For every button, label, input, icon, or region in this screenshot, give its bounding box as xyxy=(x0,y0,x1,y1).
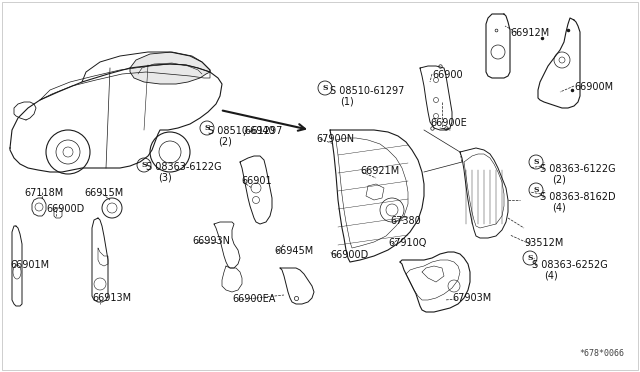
Text: (2): (2) xyxy=(552,174,566,184)
Text: 66901M: 66901M xyxy=(10,260,49,270)
Text: 66940: 66940 xyxy=(244,126,275,136)
Text: 67910Q: 67910Q xyxy=(388,238,426,248)
Text: S: S xyxy=(204,124,210,132)
Text: 66945M: 66945M xyxy=(274,246,313,256)
Text: S: S xyxy=(533,158,539,166)
Text: (1): (1) xyxy=(340,96,354,106)
Text: 66913M: 66913M xyxy=(92,293,131,303)
Text: S 08363-6252G: S 08363-6252G xyxy=(532,260,608,270)
Text: 66900D: 66900D xyxy=(46,204,84,214)
Text: 66900M: 66900M xyxy=(574,82,613,92)
Text: (3): (3) xyxy=(158,172,172,182)
Text: 66921M: 66921M xyxy=(360,166,399,176)
Text: (4): (4) xyxy=(552,202,566,212)
Text: 66900E: 66900E xyxy=(430,118,467,128)
Text: S 08510-61297: S 08510-61297 xyxy=(330,86,404,96)
Polygon shape xyxy=(130,52,210,84)
Text: 66993N: 66993N xyxy=(192,236,230,246)
Text: S: S xyxy=(141,161,147,169)
Text: S 08363-8162D: S 08363-8162D xyxy=(540,192,616,202)
Text: S: S xyxy=(527,254,532,262)
Text: 66900D: 66900D xyxy=(330,250,368,260)
Text: S 08363-6122G: S 08363-6122G xyxy=(540,164,616,174)
Text: 66901: 66901 xyxy=(241,176,271,186)
Text: 93512M: 93512M xyxy=(524,238,563,248)
Text: 66912M: 66912M xyxy=(510,28,549,38)
Text: 67118M: 67118M xyxy=(24,188,63,198)
Text: S 08510-61297: S 08510-61297 xyxy=(208,126,282,136)
Text: 67380: 67380 xyxy=(390,216,420,226)
Text: (4): (4) xyxy=(544,270,557,280)
Text: 67903M: 67903M xyxy=(452,293,492,303)
Text: 66900EA: 66900EA xyxy=(232,294,275,304)
Text: 67900N: 67900N xyxy=(316,134,354,144)
Text: 66915M: 66915M xyxy=(84,188,124,198)
Text: 66900: 66900 xyxy=(432,70,463,80)
Text: (2): (2) xyxy=(218,136,232,146)
Text: S: S xyxy=(323,84,328,92)
Text: S 08363-6122G: S 08363-6122G xyxy=(146,162,221,172)
Text: *678*0066: *678*0066 xyxy=(579,349,625,358)
Text: S: S xyxy=(533,186,539,194)
